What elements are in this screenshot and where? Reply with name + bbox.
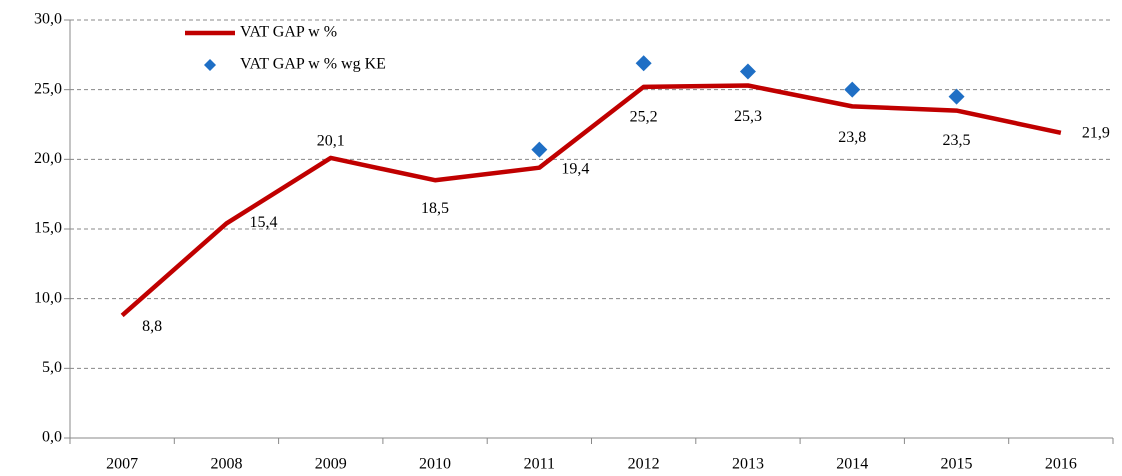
data-label: 25,2 xyxy=(630,109,658,126)
x-tick-label: 2014 xyxy=(836,456,868,473)
data-label: 20,1 xyxy=(317,133,345,150)
x-tick-label: 2008 xyxy=(210,456,242,473)
data-label: 21,9 xyxy=(1082,125,1110,142)
y-tick-label: 20,0 xyxy=(34,150,62,167)
marker xyxy=(531,141,548,158)
x-tick-label: 2012 xyxy=(628,456,660,473)
x-tick-label: 2015 xyxy=(941,456,973,473)
line xyxy=(120,83,1062,318)
data-label: 18,5 xyxy=(421,200,449,217)
y-tick-label: 0,0 xyxy=(42,429,62,446)
x-tick-label: 2013 xyxy=(732,456,764,473)
legend-marker xyxy=(204,59,216,71)
data-label: 19,4 xyxy=(561,160,589,177)
y-tick-label: 5,0 xyxy=(42,359,62,376)
legend-label: VAT GAP w % wg KE xyxy=(240,56,386,73)
marker xyxy=(635,55,652,72)
x-tick-label: 2009 xyxy=(315,456,347,473)
data-label: 15,4 xyxy=(249,214,277,231)
y-tick-label: 10,0 xyxy=(34,289,62,306)
data-label: 25,3 xyxy=(734,108,762,125)
y-tick-label: 15,0 xyxy=(34,220,62,237)
marker xyxy=(948,88,965,105)
x-tick-label: 2016 xyxy=(1045,456,1077,473)
y-tick-label: 30,0 xyxy=(34,11,62,28)
data-label: 23,5 xyxy=(943,132,971,149)
legend-label: VAT GAP w % xyxy=(240,24,337,41)
x-tick-label: 2007 xyxy=(106,456,138,473)
marker xyxy=(844,81,861,98)
marker xyxy=(739,63,756,80)
x-tick-label: 2011 xyxy=(524,456,555,473)
x-tick-label: 2010 xyxy=(419,456,451,473)
data-label: 8,8 xyxy=(142,318,162,335)
data-label: 23,8 xyxy=(838,129,866,146)
y-tick-label: 25,0 xyxy=(34,80,62,97)
